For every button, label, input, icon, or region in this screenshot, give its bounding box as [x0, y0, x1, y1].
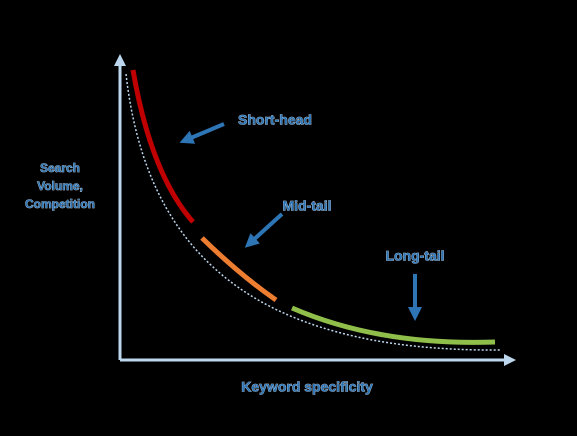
y-axis-label: Volume,: [37, 179, 83, 193]
mid-tail-segment: [200, 236, 278, 303]
y-axis-label: Competition: [25, 197, 95, 211]
short-head-segment: [130, 69, 195, 224]
x-axis-label: Keyword specificity: [241, 379, 373, 395]
segment-label: Mid-tail: [283, 198, 332, 214]
y-axis-label: Search: [40, 161, 80, 175]
segment-label: Short-head: [238, 112, 312, 128]
arrow: [179, 122, 225, 144]
segment-label: Long-tail: [385, 248, 444, 264]
long-tail-segment: [291, 305, 496, 345]
arrow: [244, 212, 284, 248]
